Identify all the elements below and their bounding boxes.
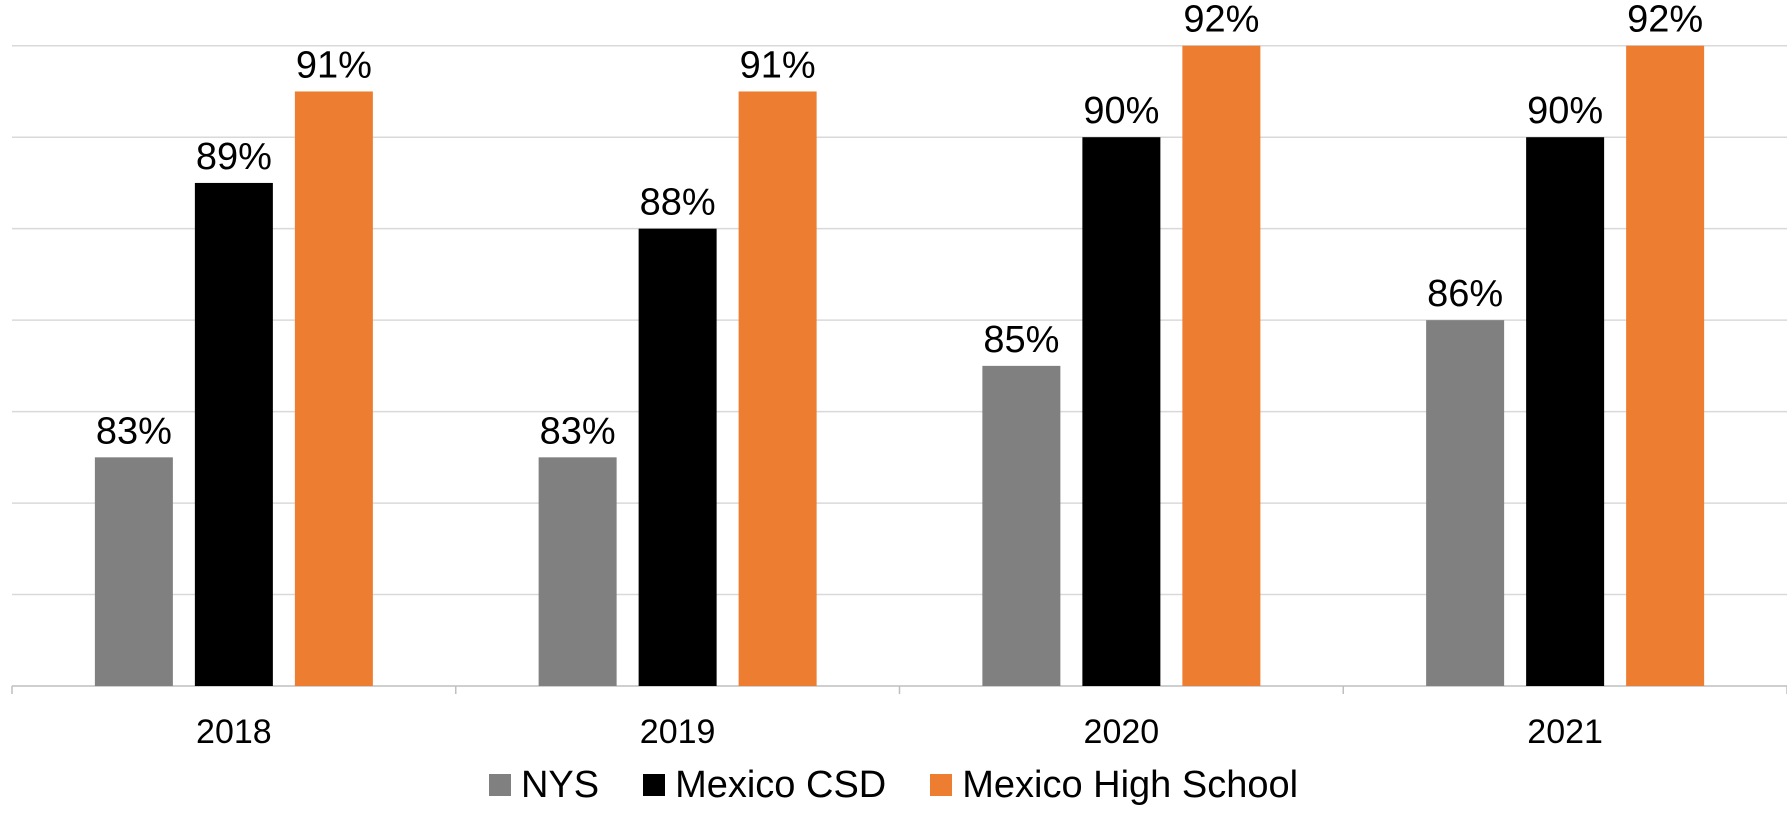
data-label-mexico-csd-2018: 89% [196,136,272,178]
data-label-mexico-high-school-2020: 92% [1183,0,1259,41]
legend-item-mexico-high-school: Mexico High School [930,764,1298,807]
bar-mexico-high-school-2019 [738,91,817,686]
legend-swatch-mexico-csd [643,774,666,796]
x-tick-label-2018: 2018 [196,713,272,751]
data-label-mexico-high-school-2021: 92% [1627,0,1703,41]
bar-mexico-high-school-2021 [1626,45,1705,686]
data-label-mexico-high-school-2018: 91% [296,44,372,86]
data-label-mexico-csd-2019: 88% [640,182,716,224]
bar-mexico-csd-2020 [1082,137,1161,686]
data-label-nys-2018: 83% [96,410,172,452]
bar-nys-2021 [1426,320,1505,686]
bar-mexico-high-school-2020 [1182,45,1261,686]
legend-swatch-nys [488,774,511,796]
legend-item-mexico-csd: Mexico CSD [643,764,886,807]
bar-mexico-csd-2019 [638,228,717,686]
bar-nys-2019 [538,457,617,686]
bar-nys-2018 [94,457,173,686]
data-label-mexico-high-school-2019: 91% [740,44,816,86]
legend-item-nys: NYS [488,763,600,807]
data-label-nys-2019: 83% [540,410,616,452]
data-label-nys-2020: 85% [983,319,1059,361]
legend: NYS Mexico CSD Mexico High School [0,760,1787,810]
bar-mexico-high-school-2018 [294,91,373,686]
bar-mexico-csd-2018 [194,182,273,686]
legend-label-nys: NYS [520,763,600,806]
data-label-mexico-csd-2020: 90% [1083,90,1159,132]
x-tick-label-2019: 2019 [640,713,716,751]
bar-chart: 83% 89% 91% 2018 83% 88% 91% 2019 85% 90% 92% 2020 8… [11,0,1787,751]
bar-nys-2020 [982,365,1061,686]
legend-swatch-mexico-high-school [930,774,953,796]
bar-mexico-csd-2021 [1526,137,1605,686]
data-label-nys-2021: 86% [1427,273,1503,315]
x-tick-label-2020: 2020 [1084,713,1160,751]
legend-label-mexico-csd: Mexico CSD [675,763,887,806]
data-label-mexico-csd-2021: 90% [1527,90,1603,132]
legend-label-mexico-high-school: Mexico High School [962,763,1299,806]
x-tick-label-2021: 2021 [1527,713,1603,751]
